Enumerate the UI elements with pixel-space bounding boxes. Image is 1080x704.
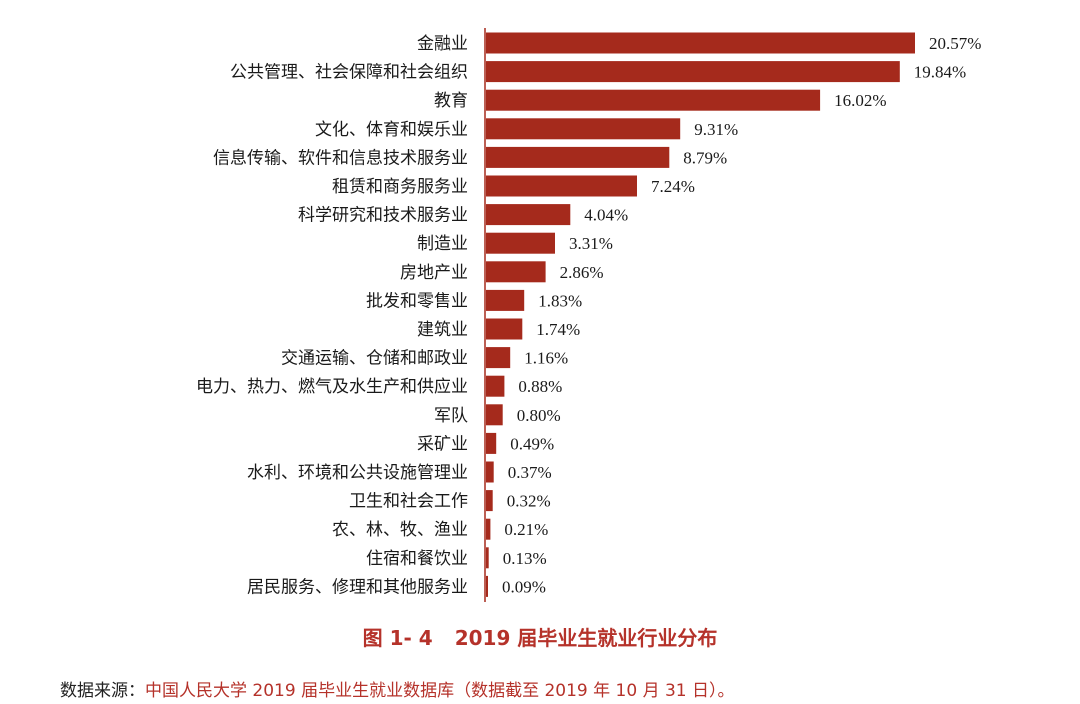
bar-chart: 金融业公共管理、社会保障和社会组织教育文化、体育和娱乐业信息传输、软件和信息技术… xyxy=(196,28,981,602)
category-label-17: 农、林、牧、渔业 xyxy=(332,520,468,540)
value-label-12: 0.88% xyxy=(518,377,562,396)
value-label-10: 1.74% xyxy=(536,320,580,339)
category-label-12: 电力、热力、燃气及水生产和供应业 xyxy=(196,377,468,397)
category-label-2: 教育 xyxy=(434,91,468,111)
value-label-13: 0.80% xyxy=(517,406,561,425)
category-label-14: 采矿业 xyxy=(417,434,468,454)
value-label-6: 4.04% xyxy=(584,206,628,225)
bar-16 xyxy=(486,490,493,512)
bar-10 xyxy=(486,318,523,340)
data-source-note: 数据来源：中国人民大学 2019 届毕业生就业数据库（数据截至 2019 年 1… xyxy=(60,676,735,701)
bar-0 xyxy=(486,32,915,54)
category-label-1: 公共管理、社会保障和社会组织 xyxy=(230,63,468,83)
category-label-6: 科学研究和技术服务业 xyxy=(298,206,468,226)
category-label-5: 租赁和商务服务业 xyxy=(332,177,468,197)
bar-14 xyxy=(486,432,497,454)
category-label-8: 房地产业 xyxy=(400,263,468,283)
bar-18 xyxy=(486,547,489,569)
bar-19 xyxy=(486,575,488,597)
value-label-9: 1.83% xyxy=(538,291,582,310)
bar-12 xyxy=(486,375,505,397)
category-label-13: 军队 xyxy=(434,406,468,426)
category-label-11: 交通运输、仓储和邮政业 xyxy=(281,349,468,369)
source-label: 数据来源： xyxy=(60,681,145,701)
category-label-3: 文化、体育和娱乐业 xyxy=(315,120,468,140)
value-label-14: 0.49% xyxy=(510,434,554,453)
figure-number: 图 1- 4 xyxy=(362,626,433,650)
bar-1 xyxy=(486,61,900,83)
bar-15 xyxy=(486,461,494,483)
value-label-4: 8.79% xyxy=(683,148,727,167)
value-label-18: 0.13% xyxy=(503,549,547,568)
value-label-11: 1.16% xyxy=(524,349,568,368)
value-label-3: 9.31% xyxy=(694,120,738,139)
value-label-16: 0.32% xyxy=(507,492,551,511)
bar-8 xyxy=(486,261,546,283)
value-label-2: 16.02% xyxy=(834,91,886,110)
category-label-19: 居民服务、修理和其他服务业 xyxy=(247,577,468,597)
category-label-4: 信息传输、软件和信息技术服务业 xyxy=(213,148,468,168)
bar-5 xyxy=(486,175,637,197)
value-label-1: 19.84% xyxy=(914,63,966,82)
value-label-19: 0.09% xyxy=(502,577,546,596)
category-label-7: 制造业 xyxy=(417,234,468,254)
value-label-0: 20.57% xyxy=(929,34,981,53)
bar-4 xyxy=(486,146,670,168)
bar-6 xyxy=(486,204,571,226)
category-label-15: 水利、环境和公共设施管理业 xyxy=(247,463,468,483)
category-label-16: 卫生和社会工作 xyxy=(349,492,468,512)
category-label-10: 建筑业 xyxy=(417,320,468,340)
bar-17 xyxy=(486,518,491,540)
bar-11 xyxy=(486,347,511,369)
bar-13 xyxy=(486,404,503,426)
category-label-0: 金融业 xyxy=(417,34,468,54)
bar-3 xyxy=(486,118,681,140)
source-text: 中国人民大学 2019 届毕业生就业数据库（数据截至 2019 年 10 月 3… xyxy=(145,681,735,701)
category-label-9: 批发和零售业 xyxy=(366,291,468,311)
value-label-7: 3.31% xyxy=(569,234,613,253)
chart-caption: 图 1- 4 2019 届毕业生就业行业分布 xyxy=(0,622,1080,651)
category-label-18: 住宿和餐饮业 xyxy=(366,549,468,569)
bar-7 xyxy=(486,232,555,254)
bar-2 xyxy=(486,89,821,111)
value-label-17: 0.21% xyxy=(504,520,548,539)
value-label-8: 2.86% xyxy=(560,263,604,282)
value-label-15: 0.37% xyxy=(508,463,552,482)
bar-9 xyxy=(486,289,525,311)
chart-title: 2019 届毕业生就业行业分布 xyxy=(454,626,718,650)
value-label-5: 7.24% xyxy=(651,177,695,196)
